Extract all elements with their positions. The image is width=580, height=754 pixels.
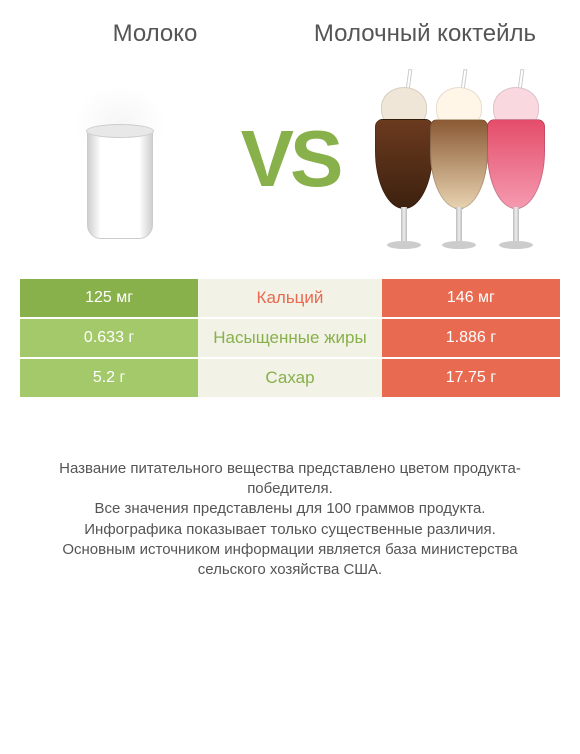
footer-line-1: Название питательного вещества представл… <box>30 459 550 500</box>
footer-note: Название питательного вещества представл… <box>20 459 560 581</box>
product-title-right: Молочный коктейль <box>290 20 560 49</box>
nutrition-row: 0.633 гНасыщенные жиры1.886 г <box>20 318 560 358</box>
value-left: 5.2 г <box>20 358 198 398</box>
product-image-right <box>360 69 560 249</box>
product-title-left: Молоко <box>20 20 290 49</box>
footer-line-4: Основным источником информации является … <box>30 540 550 581</box>
footer-line-3: Инфографика показывает только существенн… <box>30 520 550 540</box>
nutrition-table: 125 мгКальций146 мг0.633 гНасыщенные жир… <box>20 279 560 399</box>
value-left: 0.633 г <box>20 318 198 358</box>
nutrient-name: Сахар <box>198 358 382 398</box>
value-left: 125 мг <box>20 279 198 318</box>
images-row: VS <box>20 59 560 259</box>
nutrient-name: Насыщенные жиры <box>198 318 382 358</box>
milkshakes-icon <box>375 69 545 249</box>
nutrition-row: 5.2 гСахар17.75 г <box>20 358 560 398</box>
product-image-left <box>20 69 220 249</box>
value-right: 146 мг <box>382 279 560 318</box>
nutrition-row: 125 мгКальций146 мг <box>20 279 560 318</box>
value-right: 17.75 г <box>382 358 560 398</box>
vs-label: VS <box>220 113 360 205</box>
header-row: Молоко Молочный коктейль <box>20 20 560 49</box>
nutrient-name: Кальций <box>198 279 382 318</box>
footer-line-2: Все значения представлены для 100 граммо… <box>30 499 550 519</box>
value-right: 1.886 г <box>382 318 560 358</box>
milk-glass-icon <box>75 79 165 239</box>
